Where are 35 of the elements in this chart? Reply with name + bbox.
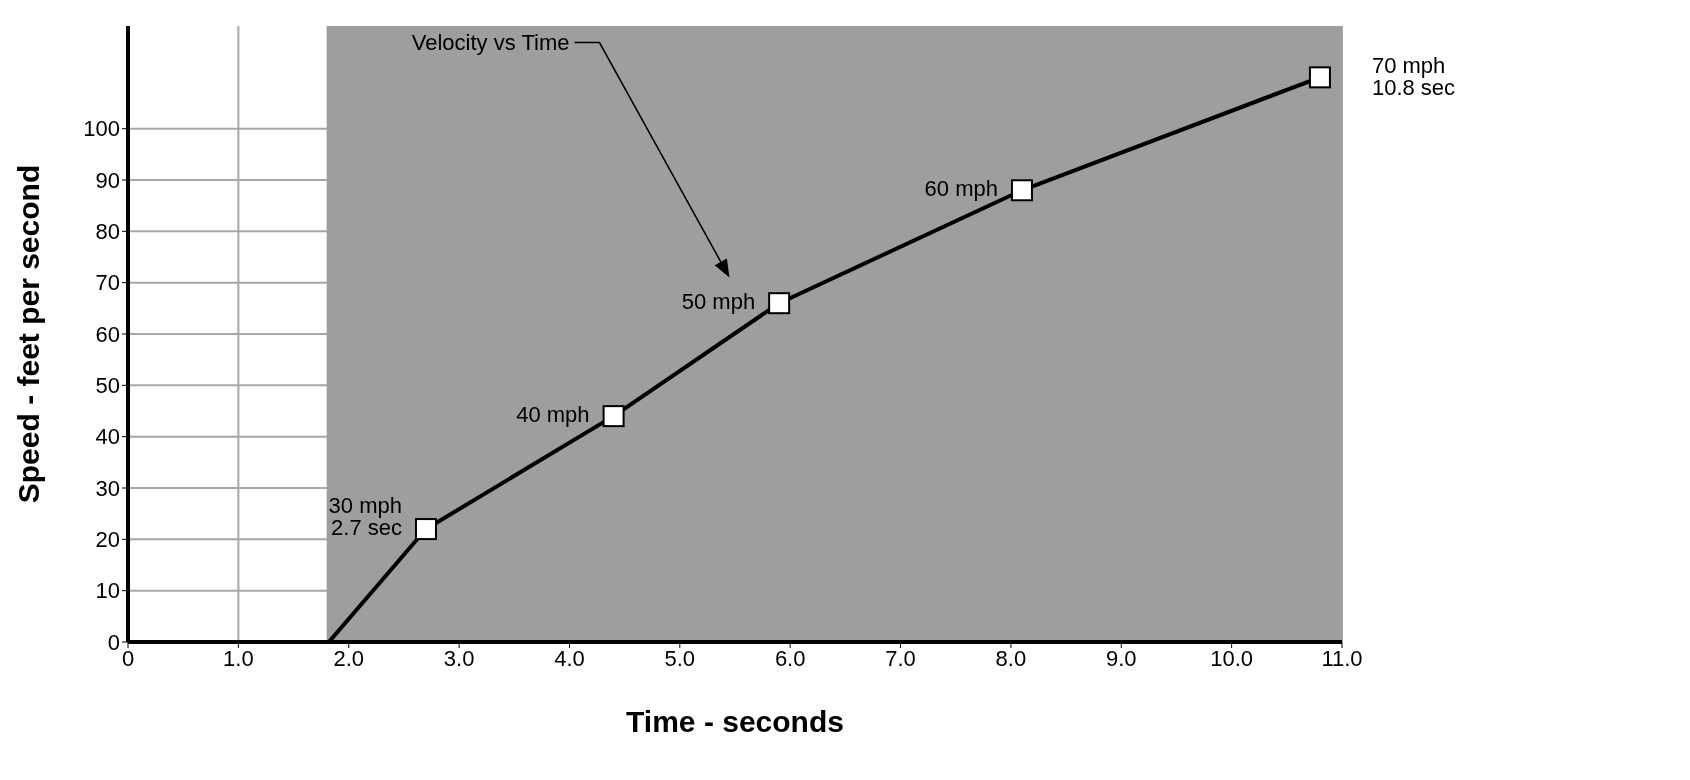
y-tick-label: 60 — [95, 321, 120, 347]
x-tick-label: 11.0 — [1321, 645, 1363, 671]
annotation: Velocity vs Time — [411, 29, 570, 55]
x-tick-label: 9.0 — [1105, 645, 1137, 671]
x-tick-label: 4.0 — [554, 645, 585, 671]
y-tick-label: 40 — [95, 424, 120, 450]
y-tick-label: 0 — [107, 629, 120, 655]
annotation: 40 mph — [516, 402, 590, 428]
point — [1308, 66, 1331, 89]
annotation: 70 mph 10.8 sec — [1371, 53, 1456, 101]
x-axis-title: Time - seconds — [626, 705, 844, 738]
y-tick-label: 90 — [95, 167, 120, 193]
y-axis-title: Speed - feet per second — [11, 164, 45, 504]
x-tick-label: 6.0 — [774, 645, 806, 671]
annotation: 30 mph 2.7 sec — [328, 493, 402, 541]
x-tick-label: 10.0 — [1210, 645, 1254, 671]
annotation: 50 mph — [681, 289, 756, 315]
x-tick-label: 7.0 — [885, 645, 916, 671]
y-tick-label: 20 — [95, 527, 120, 553]
x-tick-label: 1.0 — [223, 645, 254, 671]
y-tick-label: 30 — [95, 475, 120, 501]
point — [1010, 179, 1033, 202]
x-tick-label: 8.0 — [995, 645, 1027, 671]
y-tick-label: 10 — [95, 578, 120, 604]
y-tick-label: 100 — [83, 116, 120, 142]
y-tick-label: 50 — [95, 373, 120, 399]
point — [602, 405, 625, 428]
y-tick-label: 80 — [95, 219, 120, 245]
annotation: 60 mph — [924, 176, 998, 202]
y-tick-label: 70 — [95, 270, 120, 296]
point — [768, 292, 791, 315]
x-tick-label: 3.0 — [443, 645, 475, 671]
x-tick-label: 2.0 — [333, 645, 365, 671]
x-tick-label: 5.0 — [664, 645, 696, 671]
point — [414, 518, 437, 541]
